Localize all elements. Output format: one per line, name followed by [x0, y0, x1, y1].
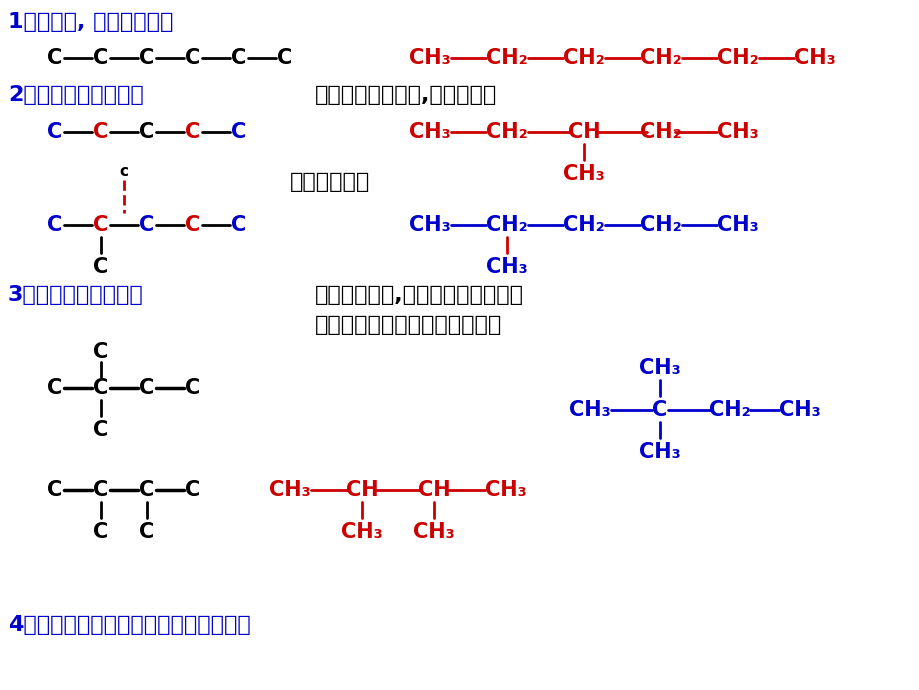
Text: C: C — [47, 480, 62, 500]
Text: 2、减一个碳变支链：: 2、减一个碳变支链： — [8, 85, 143, 105]
Text: C: C — [93, 480, 108, 500]
Text: 3、减二个碳变支链：: 3、减二个碳变支链： — [8, 285, 143, 305]
Text: CH: CH — [417, 480, 449, 500]
Text: 4、最后用氢原子补足碳原子的四个价键: 4、最后用氢原子补足碳原子的四个价键 — [8, 615, 251, 635]
Text: CH₃: CH₃ — [413, 522, 454, 542]
Text: CH₃: CH₃ — [341, 522, 382, 542]
Text: C: C — [93, 48, 108, 68]
Text: C: C — [185, 378, 200, 398]
Text: 端；多支链时，排布对、邻、间: 端；多支链时，排布对、邻、间 — [314, 315, 502, 335]
Text: CH₂: CH₂ — [716, 48, 758, 68]
Text: CH₂: CH₂ — [709, 400, 750, 420]
Text: CH₂: CH₂ — [485, 48, 528, 68]
Text: C: C — [47, 48, 62, 68]
Text: C: C — [185, 48, 200, 68]
Text: 1、排主链, 主链由长到短: 1、排主链, 主链由长到短 — [8, 12, 173, 32]
Text: c: c — [119, 164, 129, 179]
Text: CH₂: CH₂ — [640, 215, 681, 235]
Text: CH₂: CH₂ — [562, 215, 604, 235]
Text: C: C — [139, 215, 154, 235]
Text: CH₂: CH₂ — [640, 122, 681, 142]
Text: C: C — [231, 215, 246, 235]
Text: C: C — [47, 122, 62, 142]
Text: C: C — [231, 122, 246, 142]
Text: C: C — [185, 122, 200, 142]
Text: C: C — [185, 215, 200, 235]
Text: CH₃: CH₃ — [639, 358, 680, 378]
Text: CH₃: CH₃ — [639, 442, 680, 462]
Text: CH₃: CH₃ — [778, 400, 820, 420]
Text: C: C — [93, 215, 108, 235]
Text: CH₃: CH₃ — [485, 257, 528, 277]
Text: CH₃: CH₃ — [484, 480, 527, 500]
Text: CH₂: CH₂ — [485, 215, 528, 235]
Text: CH₃: CH₃ — [562, 164, 604, 184]
Text: CH₂: CH₂ — [485, 122, 528, 142]
Text: C: C — [93, 122, 108, 142]
Text: CH₃: CH₃ — [269, 480, 311, 500]
Text: 支链位置由心到边,但不到端。: 支链位置由心到边,但不到端。 — [314, 85, 496, 105]
Text: CH: CH — [567, 122, 600, 142]
Text: CH₃: CH₃ — [569, 400, 610, 420]
Text: CH₂: CH₂ — [640, 48, 681, 68]
Text: C: C — [47, 215, 62, 235]
Text: 支链由整到散,位置由心到边但不到: 支链由整到散,位置由心到边但不到 — [314, 285, 524, 305]
Text: C: C — [139, 480, 154, 500]
Text: C: C — [139, 378, 154, 398]
Text: C: C — [93, 378, 108, 398]
Text: CH₃: CH₃ — [793, 48, 835, 68]
Text: 等效碳不重排: 等效碳不重排 — [289, 172, 369, 192]
Text: C: C — [93, 522, 108, 542]
Text: C: C — [277, 48, 292, 68]
Text: CH₃: CH₃ — [409, 215, 450, 235]
Text: C: C — [47, 378, 62, 398]
Text: C: C — [652, 400, 667, 420]
Text: C: C — [139, 522, 154, 542]
Text: C: C — [139, 48, 154, 68]
Text: CH₂: CH₂ — [562, 48, 604, 68]
Text: CH: CH — [346, 480, 378, 500]
Text: C: C — [93, 420, 108, 440]
Text: C: C — [185, 480, 200, 500]
Text: C: C — [231, 48, 246, 68]
Text: C: C — [93, 257, 108, 277]
Text: CH₃: CH₃ — [409, 48, 450, 68]
Text: CH₃: CH₃ — [716, 215, 758, 235]
Text: CH₃: CH₃ — [716, 122, 758, 142]
Text: CH₃: CH₃ — [409, 122, 450, 142]
Text: C: C — [139, 122, 154, 142]
Text: C: C — [93, 342, 108, 362]
